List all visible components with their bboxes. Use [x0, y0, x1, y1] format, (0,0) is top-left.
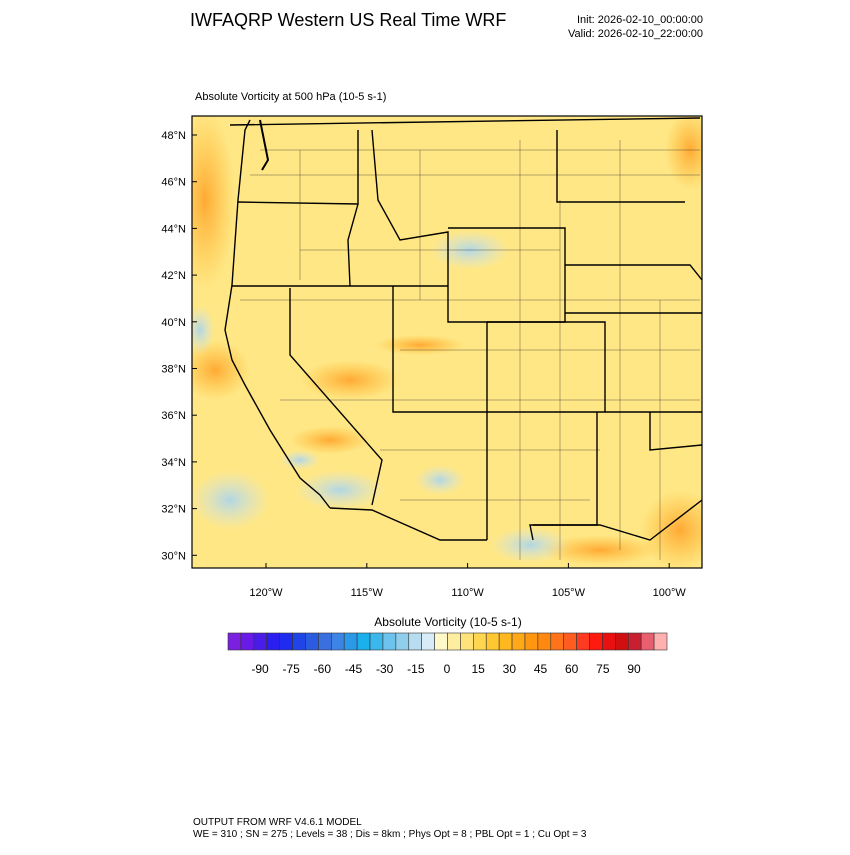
colorbar-label: -30 — [376, 662, 394, 676]
title: IWFAQRP Western US Real Time WRF — [190, 10, 506, 30]
colorbar-box — [421, 632, 435, 651]
lon-label: 115°W — [351, 587, 384, 599]
colorbar-label: 30 — [503, 662, 517, 676]
colorbar-box — [253, 632, 268, 651]
colorbar-box — [292, 632, 306, 651]
colorbar-box — [653, 632, 668, 651]
lon-label: 110°W — [451, 587, 484, 599]
colorbar-label: -75 — [282, 662, 300, 676]
lon-label: 120°W — [249, 587, 283, 599]
colorbar-box — [343, 632, 358, 651]
map-axes: 48°N 46°N 44°N 42°N 40°N 38°N 36°N 34°N 32°N 30°N… — [161, 130, 686, 599]
colorbar-box — [279, 632, 293, 651]
colorbar-box — [382, 632, 397, 651]
colorbar-label: 75 — [596, 662, 610, 676]
colorbar-box — [537, 632, 552, 651]
colorbar-box — [640, 632, 655, 651]
lon-label: 100°W — [653, 587, 687, 599]
colorbar-box — [602, 632, 616, 651]
colorbar-box — [563, 632, 577, 651]
colorbar-box — [615, 632, 629, 651]
colorbar-box — [576, 632, 590, 651]
colorbar-title: Absolute Vorticity (10-5 s-1) — [374, 615, 521, 629]
colorbar-label: -60 — [314, 662, 332, 676]
colorbar-box — [318, 632, 332, 651]
lat-label: 42°N — [161, 270, 186, 282]
colorbar-box — [589, 632, 603, 651]
footer-line: WE = 310 ; SN = 275 ; Levels = 38 ; Dis … — [193, 829, 587, 840]
colorbar-box — [240, 632, 255, 651]
colorbar-box — [460, 632, 474, 651]
colorbar-box — [473, 632, 487, 651]
lon-label: 105°W — [552, 587, 586, 599]
colorbar-box — [485, 632, 500, 651]
colorbar-label: 15 — [471, 662, 485, 676]
lat-label: 46°N — [161, 177, 186, 189]
colorbar-label: 45 — [534, 662, 548, 676]
colorbar-box — [356, 632, 371, 651]
map-title: Absolute Vorticity at 500 hPa (10-5 s-1) — [195, 91, 386, 103]
colorbar-box — [369, 632, 384, 651]
colorbar-box — [447, 632, 461, 651]
colorbar-box — [266, 632, 280, 651]
colorbar-box — [395, 632, 410, 651]
map — [192, 116, 702, 568]
colorbar-box — [227, 632, 242, 651]
colorbar-label: 60 — [565, 662, 579, 676]
colorbar-box — [305, 632, 319, 651]
colorbar-box — [498, 632, 513, 651]
colorbar-box — [627, 632, 642, 651]
lat-label: 48°N — [161, 130, 186, 142]
colorbar-label: -15 — [407, 662, 425, 676]
footer-line: OUTPUT FROM WRF V4.6.1 MODEL — [193, 817, 362, 828]
lat-label: 36°N — [161, 410, 186, 422]
lat-label: 30°N — [161, 550, 186, 562]
colorbar-box — [550, 632, 565, 651]
valid-time: Valid: 2026-02-10_22:00:00 — [568, 28, 703, 40]
lat-label: 34°N — [161, 457, 186, 469]
lat-label: 40°N — [161, 317, 186, 329]
colorbar-box — [330, 632, 345, 651]
colorbar-box — [511, 632, 526, 651]
colorbar: -90 -75 -60 -45 -30 -15 0 15 30 45 60 75 90 — [227, 632, 668, 676]
colorbar-box — [434, 632, 448, 651]
init-time: Init: 2026-02-10_00:00:00 — [577, 14, 703, 26]
map-frame — [191, 115, 703, 569]
lat-label: 32°N — [161, 504, 186, 516]
colorbar-label: -90 — [251, 662, 269, 676]
colorbar-label: 90 — [627, 662, 641, 676]
lat-label: 44°N — [161, 223, 186, 235]
colorbar-label: 0 — [444, 662, 451, 676]
colorbar-label: -45 — [345, 662, 363, 676]
colorbar-box — [524, 632, 539, 651]
lat-label: 38°N — [161, 364, 186, 376]
colorbar-box — [408, 632, 422, 651]
